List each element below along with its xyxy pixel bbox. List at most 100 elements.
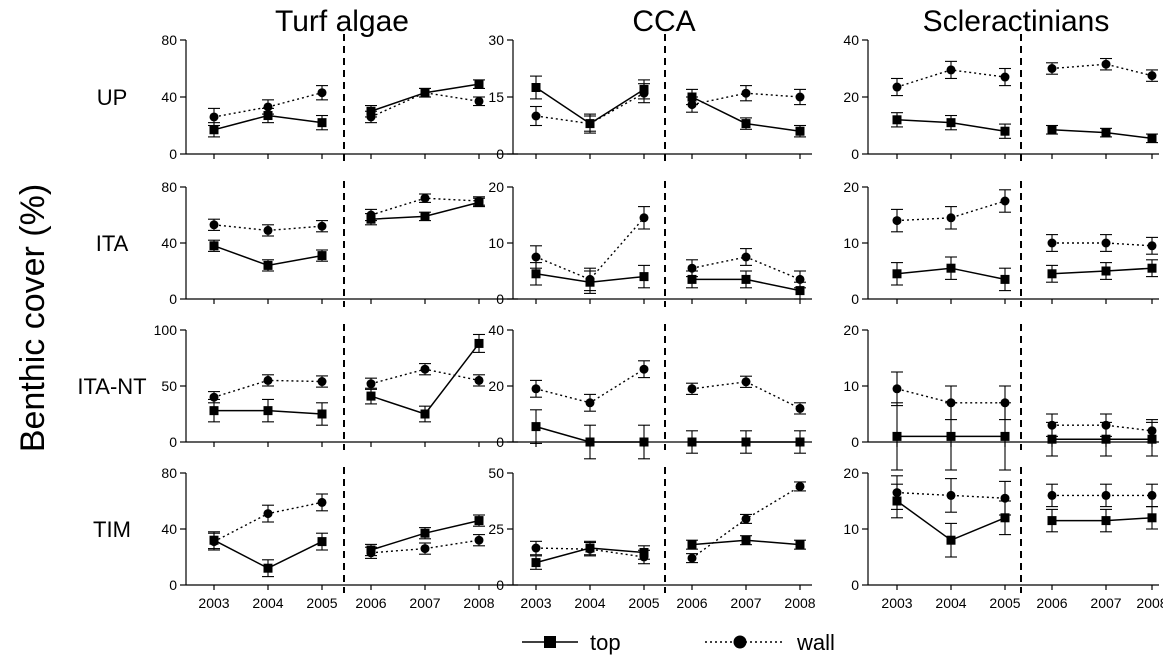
y-tick-label: 40 [161, 235, 177, 251]
y-tick-label: 10 [843, 235, 859, 251]
data-point-top-2005 [1000, 431, 1010, 441]
y-tick-label: 80 [161, 32, 177, 48]
data-point-top-2004 [263, 406, 273, 416]
data-point-top-2003 [209, 125, 219, 135]
y-tick-label: 0 [851, 291, 859, 307]
series-wall [530, 481, 806, 565]
data-point-top-2005 [639, 272, 649, 282]
legend-wall-label: wall [796, 630, 835, 655]
data-point-wall-2004 [946, 65, 956, 75]
x-tick-label-2006: 2006 [355, 595, 386, 611]
y-tick-label: 40 [488, 322, 504, 338]
data-point-top-2008 [795, 286, 805, 296]
data-point-top-2008 [1147, 133, 1157, 143]
y-tick-label: 0 [169, 146, 177, 162]
data-point-wall-2005 [639, 364, 649, 374]
data-point-wall-2008 [1147, 241, 1157, 251]
row-label-up: UP [97, 85, 128, 110]
data-point-top-2005 [317, 409, 327, 419]
data-point-top-2007 [1101, 128, 1111, 138]
y-tick-label: 10 [843, 521, 859, 537]
x-tick-label-2004: 2004 [935, 595, 966, 611]
column-title-scleractinians: Scleractinians [923, 5, 1110, 38]
series-top [208, 197, 485, 272]
series-line-wall [370, 539, 480, 554]
series-top [208, 333, 485, 426]
data-point-top-2004 [263, 111, 273, 121]
panel-ita-nt-scleractinians: 0 10 20 [843, 322, 1159, 471]
series-top [891, 112, 1158, 144]
data-point-wall-2007 [741, 252, 751, 262]
data-point-top-2007 [1101, 266, 1111, 276]
data-point-wall-2008 [474, 375, 484, 385]
x-tick-label-2007: 2007 [730, 595, 761, 611]
row-labels: UP ITA ITA-NT TIM [77, 85, 146, 542]
data-point-wall-2006 [1047, 420, 1057, 430]
y-tick-label: 40 [161, 89, 177, 105]
series-line-wall [213, 224, 323, 232]
data-point-wall-2006 [366, 112, 376, 122]
data-point-wall-2004 [585, 119, 595, 129]
data-point-top-2006 [1047, 434, 1057, 444]
data-point-wall-2005 [317, 88, 327, 98]
data-point-wall-2005 [1000, 196, 1010, 206]
data-point-wall-2006 [366, 210, 376, 220]
x-tick-label-2003: 2003 [520, 595, 551, 611]
data-point-top-2007 [420, 409, 430, 419]
y-tick-label: 40 [161, 521, 177, 537]
data-point-top-2004 [585, 437, 595, 447]
data-point-wall-2008 [474, 535, 484, 545]
panel-ita-scleractinians: 0 10 20 [843, 179, 1159, 307]
y-tick-label: 50 [161, 378, 177, 394]
data-point-wall-2003 [209, 112, 219, 122]
y-tick-label: 20 [488, 378, 504, 394]
data-point-top-2003 [209, 241, 219, 251]
data-point-top-2004 [946, 263, 956, 273]
series-top [530, 535, 806, 570]
series-wall [530, 206, 806, 292]
series-top [530, 409, 806, 460]
y-tick-label: 0 [851, 434, 859, 450]
data-point-top-2007 [741, 437, 751, 447]
y-tick-label: 10 [488, 235, 504, 251]
data-point-wall-2005 [317, 377, 327, 387]
x-tick-label-2004: 2004 [252, 595, 283, 611]
data-point-top-2008 [795, 540, 805, 550]
data-point-top-2005 [1000, 126, 1010, 136]
data-point-wall-2007 [741, 88, 751, 98]
data-point-top-2006 [687, 274, 697, 284]
series-wall [530, 360, 806, 415]
y-tick-label: 10 [843, 378, 859, 394]
data-point-top-2003 [531, 422, 541, 432]
series-top [208, 79, 485, 138]
panel-up-scleractinians: 0 20 40 [843, 32, 1159, 162]
y-tick-label: 0 [496, 577, 504, 593]
data-point-wall-2003 [209, 537, 219, 547]
legend-top-marker [544, 636, 556, 648]
y-tick-label: 80 [161, 465, 177, 481]
series-line-wall [535, 547, 645, 558]
legend: top wall [522, 630, 835, 655]
data-point-wall-2003 [531, 111, 541, 121]
panel-tim-cca: 0 25 50 2003 2004 2005 2006 2007 2008 [488, 465, 815, 611]
panel-tim-turf-algae: 0 40 80 2003 2004 2005 2006 2007 2008 [161, 465, 518, 611]
data-point-top-2008 [1147, 513, 1157, 523]
panel-ita-turf-algae: 0 40 80 [161, 179, 518, 307]
y-tick-label: 50 [488, 465, 504, 481]
series-wall [208, 85, 485, 127]
column-title-cca: CCA [632, 5, 695, 38]
row-label-ita-nt: ITA-NT [77, 374, 146, 399]
y-tick-label: 0 [496, 146, 504, 162]
y-tick-label: 20 [843, 179, 859, 195]
data-point-wall-2007 [1101, 490, 1111, 500]
data-point-top-2008 [795, 126, 805, 136]
y-tick-label: 0 [851, 146, 859, 162]
data-point-wall-2004 [946, 490, 956, 500]
data-point-wall-2006 [1047, 238, 1057, 248]
series-top [208, 514, 485, 578]
data-point-wall-2005 [1000, 72, 1010, 82]
data-point-wall-2005 [639, 213, 649, 223]
y-tick-label: 20 [843, 89, 859, 105]
x-tick-label-2004: 2004 [574, 595, 605, 611]
